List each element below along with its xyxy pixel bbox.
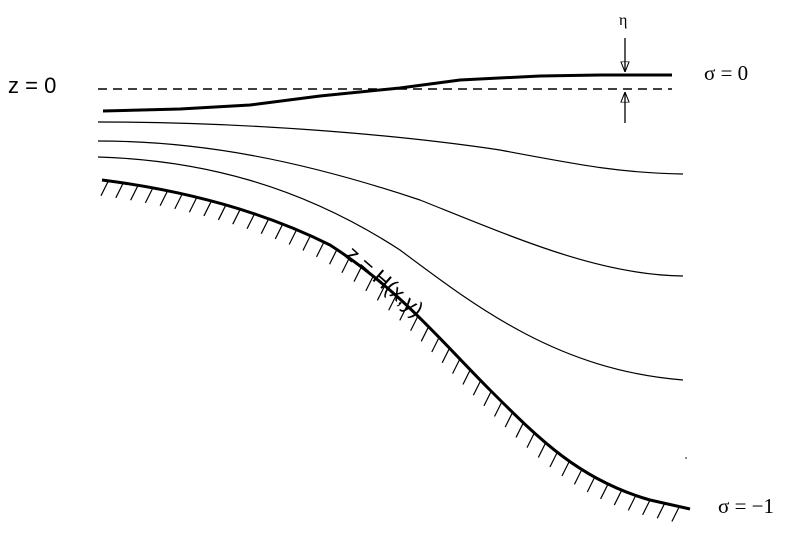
sigma-level (97, 140, 684, 277)
sigma-bottom-label: σ = −1 (718, 494, 774, 518)
sigma-level (97, 156, 684, 381)
dot (685, 457, 687, 459)
hatch-line (627, 496, 636, 511)
sigma-top-label: σ = 0 (704, 61, 748, 85)
bottom-hatching (100, 181, 680, 522)
hatch-line (537, 443, 546, 458)
hatch-line (483, 391, 492, 407)
hatch-line (353, 267, 362, 282)
hatch-line (203, 201, 212, 217)
hatch-line (174, 194, 183, 210)
hatch-line (441, 348, 450, 364)
hatch-line (431, 337, 440, 353)
hatch-line (376, 286, 385, 301)
hatch-line (656, 503, 665, 519)
hatch-line (365, 276, 374, 292)
hatch-line (288, 230, 297, 245)
hatch-line (274, 224, 283, 240)
hatch-line (613, 490, 622, 506)
hatch-line (410, 316, 419, 332)
hatch-line (504, 412, 513, 428)
hatch-line (329, 250, 338, 265)
hatch-line (232, 209, 241, 225)
sigma-level (97, 121, 684, 175)
hatch-line (549, 452, 558, 468)
hatch-line (100, 181, 109, 197)
hatch-line (341, 258, 350, 274)
hatch-line (494, 402, 503, 417)
hatch-line (462, 370, 471, 385)
hatch-line (260, 219, 269, 234)
hatch-line (420, 327, 429, 342)
hatch-line (130, 185, 139, 201)
hatch-line (159, 191, 168, 207)
hatch-line (388, 295, 397, 311)
hatch-line (302, 236, 311, 251)
hatch-line (561, 461, 570, 477)
hatch-line (316, 242, 325, 258)
hatch-line (452, 359, 461, 374)
sea-bottom (101, 178, 691, 511)
hatch-line (600, 484, 609, 500)
hatch-line (642, 500, 651, 516)
hatch-line (526, 433, 535, 448)
hatch-line (573, 470, 582, 485)
z0-label: z = 0 (8, 73, 56, 98)
hatch-line (246, 214, 255, 230)
eta-label: η (619, 12, 627, 29)
hatch-line (399, 306, 408, 321)
hatch-line (217, 205, 226, 221)
hatch-line (472, 380, 481, 396)
free-surface (102, 73, 672, 113)
hatch-line (515, 423, 524, 438)
hatch-line (586, 477, 595, 493)
hatch-line (671, 507, 680, 522)
hatch-line (115, 183, 124, 199)
hatch-line (144, 188, 153, 204)
hatch-line (188, 197, 197, 213)
